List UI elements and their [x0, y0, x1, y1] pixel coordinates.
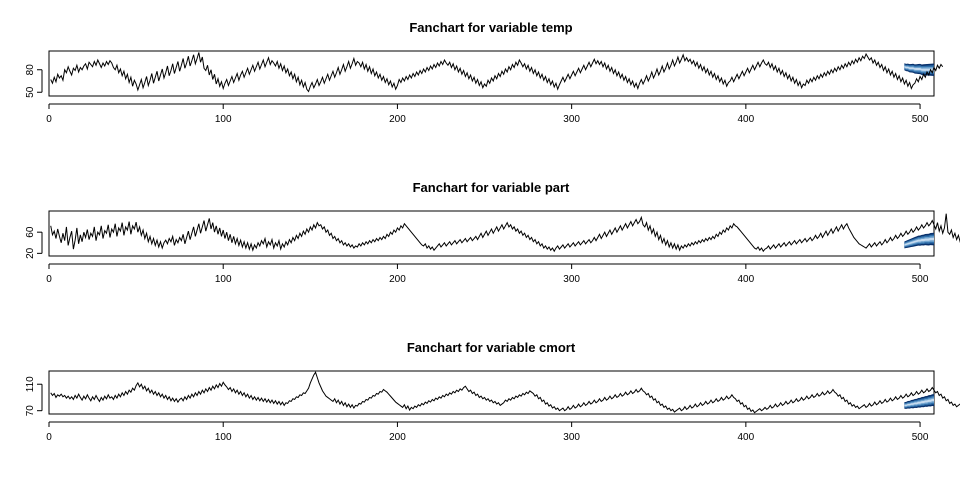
panel-part-y-tick-label: 60 [25, 226, 36, 238]
panel-cmort-fan-band-4 [904, 398, 934, 407]
panel-part-x-tick-label: 300 [563, 274, 580, 285]
panel-temp-x-tick-label: 0 [46, 114, 52, 125]
panel-temp-fan-band-4 [904, 66, 934, 71]
panel-temp-x-axis: 0 100 200 300 400 500 [46, 103, 929, 125]
panel-part-x-tick-label: 400 [738, 274, 755, 285]
panel-cmort-x-tick-label: 100 [215, 432, 232, 443]
panel-temp-x-tick-label: 500 [912, 114, 929, 125]
panel-cmort-y-tick-label: 110 [25, 376, 36, 392]
panel-temp-x-tick-label: 400 [738, 114, 755, 125]
panel-cmort-x-tick-label: 300 [563, 432, 580, 443]
panel-temp-series-line [50, 52, 944, 93]
panel-part-forecast-fan [904, 232, 934, 249]
panel-temp-x-tick-label: 200 [389, 114, 406, 125]
panel-part-plot-frame [48, 210, 935, 257]
panel-part: Fanchart for variable part 0 100 200 300 400… [25, 180, 960, 285]
panel-part-x-tick-label: 100 [215, 274, 232, 285]
panel-part-x-tick-label: 0 [46, 274, 52, 285]
panel-temp-y-tick-label: 50 [25, 86, 36, 98]
panel-cmort-title: Fanchart for variable cmort [407, 340, 576, 355]
panel-cmort-x-tick-label: 400 [738, 432, 755, 443]
panel-temp-x-tick-label: 100 [215, 114, 232, 125]
panel-part-fan-band-4 [904, 237, 934, 246]
panel-cmort-x-tick-label: 0 [46, 432, 52, 443]
panel-part-x-tick-label: 500 [912, 274, 929, 285]
panel-temp-plot-frame [48, 50, 935, 97]
panel-cmort-series-line [50, 371, 960, 414]
panel-part-title: Fanchart for variable part [413, 180, 570, 195]
panel-cmort-x-axis: 0 100 200 300 400 500 [46, 421, 929, 443]
panel-part-series-line [50, 213, 960, 253]
panel-cmort-y-axis: 70 110 [25, 376, 43, 417]
panel-part-x-tick-label: 200 [389, 274, 406, 285]
panel-cmort-plot-frame [48, 370, 935, 415]
panel-cmort-x-tick-label: 200 [389, 432, 406, 443]
panel-temp-x-tick-label: 300 [563, 114, 580, 125]
panel-temp-series-path [50, 52, 944, 93]
panel-cmort: Fanchart for variable cmort 0 100 200 300 40… [25, 340, 960, 443]
panel-cmort-y-tick-label: 70 [25, 405, 36, 417]
panel-temp-y-tick-label: 80 [25, 64, 36, 76]
panel-cmort-x-tick-label: 500 [912, 432, 929, 443]
panel-cmort-forecast-fan [904, 394, 934, 409]
panel-cmort-series-path [50, 371, 960, 414]
panel-temp-title: Fanchart for variable temp [409, 20, 572, 35]
panel-temp-y-axis: 50 80 [25, 64, 43, 98]
panel-temp: Fanchart for variable temp 0 100 200 300 400… [25, 20, 944, 125]
panel-part-series-path [50, 213, 960, 253]
panel-part-y-tick-label: 20 [25, 247, 36, 259]
panel-part-x-axis: 0 100 200 300 400 500 [46, 263, 929, 285]
